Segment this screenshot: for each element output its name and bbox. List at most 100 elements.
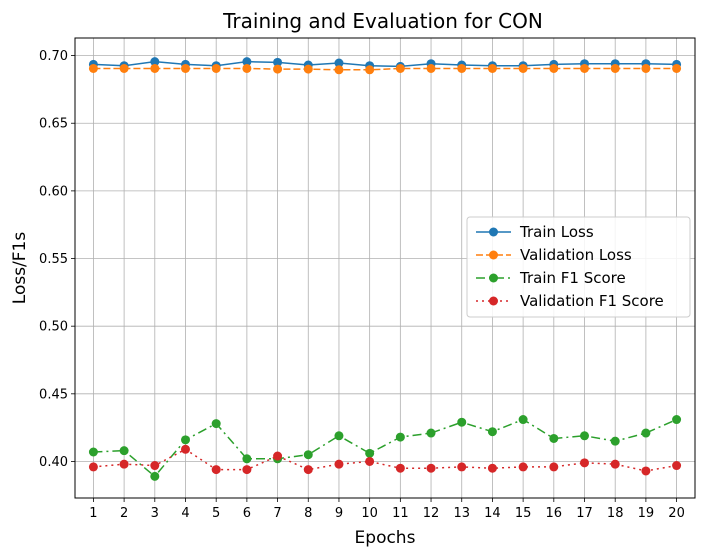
y-tick-label: 0.70: [39, 49, 68, 64]
data-point: [273, 451, 283, 461]
data-point: [303, 465, 313, 475]
series-line: [93, 67, 677, 71]
data-point: [150, 57, 160, 67]
data-point: [549, 462, 559, 472]
plot-frame: [74, 37, 696, 499]
x-tick-label: 4: [181, 506, 189, 521]
data-point: [549, 433, 559, 443]
x-tick-label: 7: [273, 506, 281, 521]
data-point: [273, 57, 283, 67]
data-point: [334, 459, 344, 469]
data-point: [580, 63, 590, 73]
x-tick-label: 10: [361, 506, 378, 521]
data-point: [119, 446, 129, 456]
data-point: [303, 64, 313, 74]
data-point: [180, 63, 190, 73]
data-point: [395, 463, 405, 473]
data-point: [88, 447, 98, 457]
data-point: [610, 63, 620, 73]
y-tick-label: 0.65: [39, 117, 68, 132]
chart-title: Training and Evaluation for CON: [222, 9, 543, 33]
x-tick-label: 13: [453, 506, 470, 521]
x-tick-label: 16: [546, 506, 563, 521]
data-point: [395, 63, 405, 73]
data-point: [487, 427, 497, 437]
x-tick-label: 14: [484, 506, 501, 521]
x-tick-label: 6: [243, 506, 251, 521]
data-point: [334, 65, 344, 75]
data-point: [242, 454, 252, 464]
data-point: [365, 448, 375, 458]
legend-box: [466, 216, 691, 318]
x-tick-label: 5: [212, 506, 220, 521]
legend-label: Validation F1 Score: [520, 292, 664, 310]
series-layer: [88, 57, 682, 481]
axes: 1 2 3 4 5 6 7 8 9 10 11 12 13 14 15 16 17 18 19 200.400.450…: [39, 49, 685, 521]
y-tick-label: 0.55: [39, 252, 68, 267]
data-point: [180, 435, 190, 445]
legend-marker: [489, 273, 498, 283]
data-point: [180, 444, 190, 454]
data-point: [150, 461, 160, 471]
data-point: [672, 415, 682, 425]
data-point: [518, 462, 528, 472]
x-tick-label: 11: [392, 506, 409, 521]
series-line: [93, 448, 677, 472]
data-point: [641, 63, 651, 73]
y-tick-label: 0.40: [39, 455, 68, 470]
data-point: [672, 63, 682, 73]
data-point: [88, 63, 98, 73]
legend-marker: [489, 250, 498, 260]
x-axis-title: Epochs: [355, 528, 416, 548]
x-tick-label: 19: [638, 506, 655, 521]
data-point: [365, 456, 375, 466]
y-tick-label: 0.45: [39, 387, 68, 402]
x-tick-label: 18: [607, 506, 624, 521]
data-point: [610, 459, 620, 469]
data-point: [88, 462, 98, 472]
data-point: [273, 64, 283, 74]
data-point: [211, 63, 221, 73]
x-tick-label: 2: [120, 506, 128, 521]
data-point: [211, 465, 221, 475]
data-point: [641, 466, 651, 476]
data-point: [672, 461, 682, 471]
y-axis-title: Loss/F1s: [10, 232, 30, 305]
data-point: [518, 63, 528, 73]
x-tick-label: 12: [423, 506, 440, 521]
data-point: [457, 462, 467, 472]
y-tick-label: 0.50: [39, 320, 68, 335]
data-point: [303, 450, 313, 460]
data-point: [580, 458, 590, 468]
data-point: [150, 471, 160, 481]
data-point: [211, 419, 221, 429]
data-point: [518, 415, 528, 425]
data-point: [487, 63, 497, 73]
data-point: [580, 431, 590, 441]
data-point: [426, 428, 436, 438]
x-tick-label: 17: [576, 506, 593, 521]
data-point: [242, 465, 252, 475]
data-point: [395, 432, 405, 442]
data-point: [242, 63, 252, 73]
data-point: [457, 417, 467, 427]
x-tick-label: 15: [515, 506, 532, 521]
x-tick-label: 8: [304, 506, 312, 521]
data-point: [334, 431, 344, 441]
legend: Train Loss Validation Loss Train F1 Score V…: [466, 216, 691, 318]
data-point: [457, 63, 467, 73]
data-point: [549, 63, 559, 73]
data-point: [150, 63, 160, 73]
data-point: [365, 65, 375, 75]
series-line: [93, 60, 677, 68]
x-tick-label: 20: [668, 506, 685, 521]
data-point: [334, 58, 344, 68]
x-tick-label: 1: [89, 506, 97, 521]
data-point: [119, 63, 129, 73]
legend-label: Train Loss: [519, 223, 594, 241]
data-point: [426, 463, 436, 473]
data-point: [610, 436, 620, 446]
data-point: [242, 57, 252, 67]
data-point: [426, 63, 436, 73]
